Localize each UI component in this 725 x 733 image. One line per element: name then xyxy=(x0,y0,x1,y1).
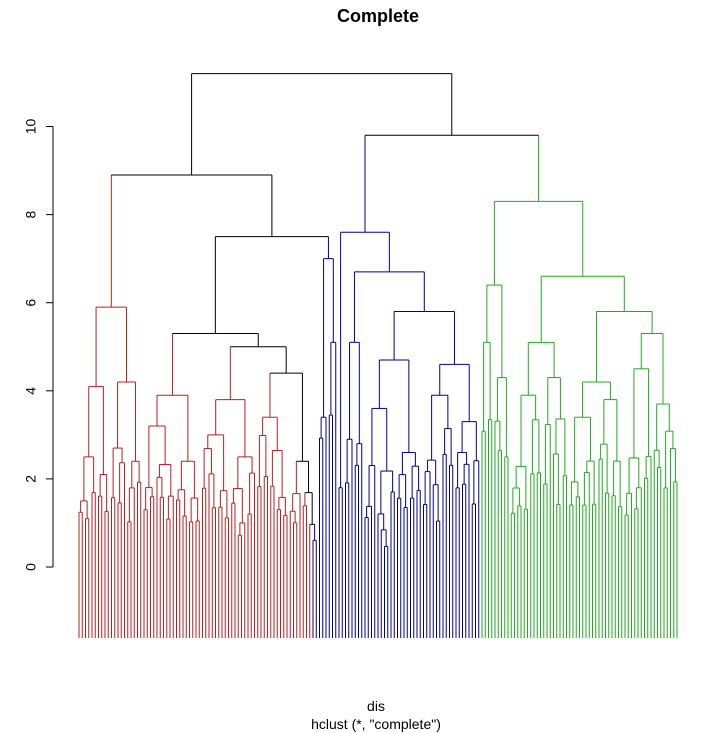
y-axis: 0 2 4 6 8 10 xyxy=(23,119,54,571)
y-tick-label: 2 xyxy=(23,475,39,483)
dendrogram-branches xyxy=(78,73,678,638)
y-tick-label: 10 xyxy=(23,119,39,135)
y-tick-label: 4 xyxy=(23,387,39,395)
y-tick-label: 6 xyxy=(23,299,39,307)
method-subtitle: hclust (*, "complete") xyxy=(311,716,441,732)
y-tick-label: 8 xyxy=(23,210,39,218)
y-tick-label: 0 xyxy=(23,563,39,571)
chart-title: Complete xyxy=(337,6,419,26)
x-axis-label: dis xyxy=(367,698,385,714)
